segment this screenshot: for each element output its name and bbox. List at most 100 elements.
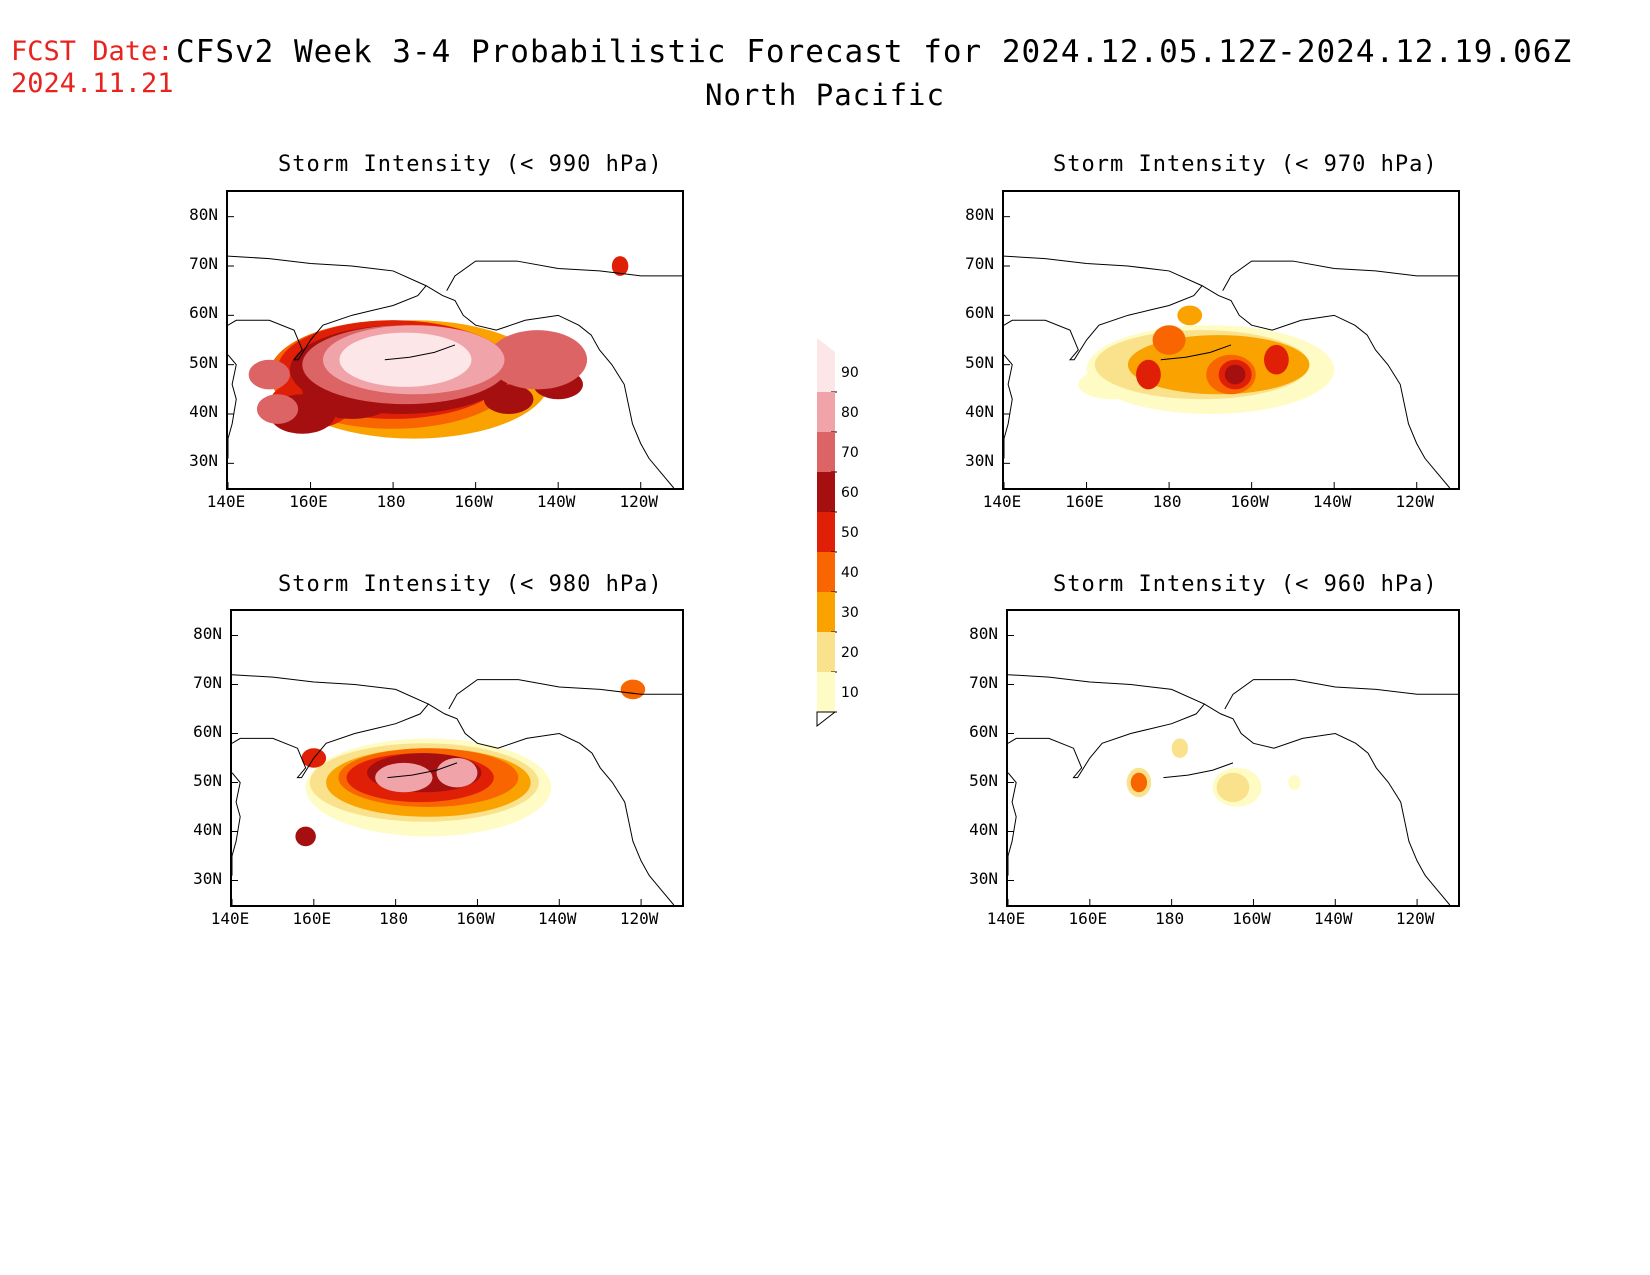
coastline — [384, 344, 456, 361]
lat-tick-label: 40N — [969, 819, 998, 839]
map-plot-990 — [226, 190, 684, 490]
legend-swatch — [817, 432, 835, 472]
legend-cap-bottom — [816, 711, 837, 728]
coastline — [228, 354, 237, 459]
map-plot-970 — [1002, 190, 1460, 490]
lat-tick-label: 40N — [189, 402, 218, 421]
legend-swatch — [817, 552, 835, 592]
probability-contour — [1288, 775, 1301, 790]
panel-title: Storm Intensity (< 980 hPa) — [278, 572, 663, 597]
panel-title: Storm Intensity (< 990 hPa) — [278, 152, 663, 177]
lat-tick-label: 40N — [193, 819, 222, 839]
coastline — [425, 285, 675, 488]
legend-label: 30 — [841, 605, 859, 621]
lon-tick-label: 180 — [1155, 909, 1185, 928]
probability-contour — [488, 330, 588, 390]
lat-tick-label: 70N — [189, 254, 218, 273]
lat-tick-label: 50N — [965, 352, 994, 372]
lon-tick-label: 160E — [1065, 492, 1104, 511]
lon-tick-label: 140E — [982, 492, 1022, 511]
lat-tick-label: 80N — [969, 623, 998, 643]
probability-contour — [1264, 344, 1289, 375]
probability-contour — [256, 394, 299, 424]
lat-tick-label: 30N — [969, 868, 998, 888]
lat-tick-label: 80N — [193, 623, 222, 643]
lon-tick-label: 120W — [619, 492, 658, 511]
coastline — [1224, 679, 1458, 710]
probability-contour — [295, 826, 316, 847]
lat-tick-label: 50N — [189, 352, 218, 372]
lat-tick-label: 40N — [965, 402, 994, 421]
lon-tick-label: 160W — [456, 909, 495, 928]
lon-tick-label: 180 — [376, 492, 406, 511]
legend-swatch — [817, 672, 835, 712]
coastline — [1204, 703, 1451, 905]
map-svg — [1008, 635, 1458, 905]
legend-swatch — [817, 512, 835, 552]
coastline — [1004, 354, 1013, 459]
legend-swatch — [817, 352, 835, 392]
lat-tick-label: 60N — [189, 303, 218, 323]
probability-contour — [339, 332, 472, 387]
lon-tick-label: 160W — [1232, 909, 1271, 928]
probability-contour — [375, 762, 433, 793]
coastline — [1008, 674, 1206, 779]
panel-title: Storm Intensity (< 960 hPa) — [1053, 572, 1438, 597]
lat-tick-label: 30N — [189, 451, 218, 471]
lat-tick-label: 70N — [969, 672, 998, 692]
lon-tick-label: 140W — [1314, 909, 1353, 928]
probability-contour — [611, 256, 629, 276]
map-svg — [1004, 216, 1458, 488]
coastline — [228, 255, 427, 361]
legend-swatch — [817, 632, 835, 672]
probability-contour — [483, 384, 534, 414]
lon-tick-label: 120W — [619, 909, 659, 928]
coastline — [448, 679, 682, 710]
page-title: CFSv2 Week 3-4 Probabilistic Forecast fo… — [176, 34, 1573, 70]
fcst-date-block: FCST Date: 2024.11.21 — [11, 36, 174, 100]
coastline — [1201, 285, 1451, 488]
coastline — [1163, 762, 1234, 779]
probability-contour — [436, 758, 478, 788]
map-svg — [232, 635, 682, 905]
probability-contour — [248, 359, 290, 390]
legend-swatch — [817, 592, 835, 632]
legend-swatch — [817, 472, 835, 512]
lon-tick-label: 140W — [536, 492, 576, 511]
lat-tick-label: 80N — [189, 204, 218, 224]
page-subtitle: North Pacific — [705, 78, 945, 112]
coastline — [1222, 260, 1458, 291]
probability-contour — [620, 679, 646, 700]
color-legend: 90 80 70 60 50 40 30 20 10 — [805, 330, 865, 740]
probability-contour — [1136, 359, 1161, 390]
legend-label: 70 — [841, 445, 859, 461]
lat-tick-label: 60N — [193, 721, 222, 741]
lon-tick-label: 120W — [1395, 909, 1435, 928]
lat-tick-label: 30N — [193, 868, 222, 888]
legend-label: 40 — [841, 565, 859, 581]
lon-tick-label: 140E — [206, 492, 246, 511]
lon-tick-label: 160W — [454, 492, 493, 511]
lat-tick-label: 50N — [193, 770, 222, 790]
legend-label: 10 — [841, 685, 859, 701]
lon-tick-label: 140W — [1312, 492, 1352, 511]
lon-tick-label: 160E — [289, 492, 328, 511]
lat-tick-label: 80N — [965, 204, 994, 224]
lon-tick-label: 180 — [1152, 492, 1182, 511]
legend-label: 50 — [841, 525, 859, 541]
lon-tick-label: 180 — [379, 909, 409, 928]
lat-tick-label: 50N — [969, 770, 998, 790]
lat-tick-label: 70N — [965, 254, 994, 273]
legend-label: 20 — [841, 645, 859, 661]
map-svg — [228, 216, 682, 488]
probability-contour — [1130, 772, 1148, 793]
lon-tick-label: 140E — [210, 909, 250, 928]
legend-label: 60 — [841, 485, 859, 501]
legend-swatch — [817, 392, 835, 432]
probability-contour — [1224, 364, 1246, 385]
coastline — [387, 762, 458, 779]
lat-tick-label: 70N — [193, 672, 222, 692]
legend-label: 90 — [841, 365, 859, 381]
lat-tick-label: 30N — [965, 451, 994, 471]
lon-tick-label: 160W — [1230, 492, 1269, 511]
